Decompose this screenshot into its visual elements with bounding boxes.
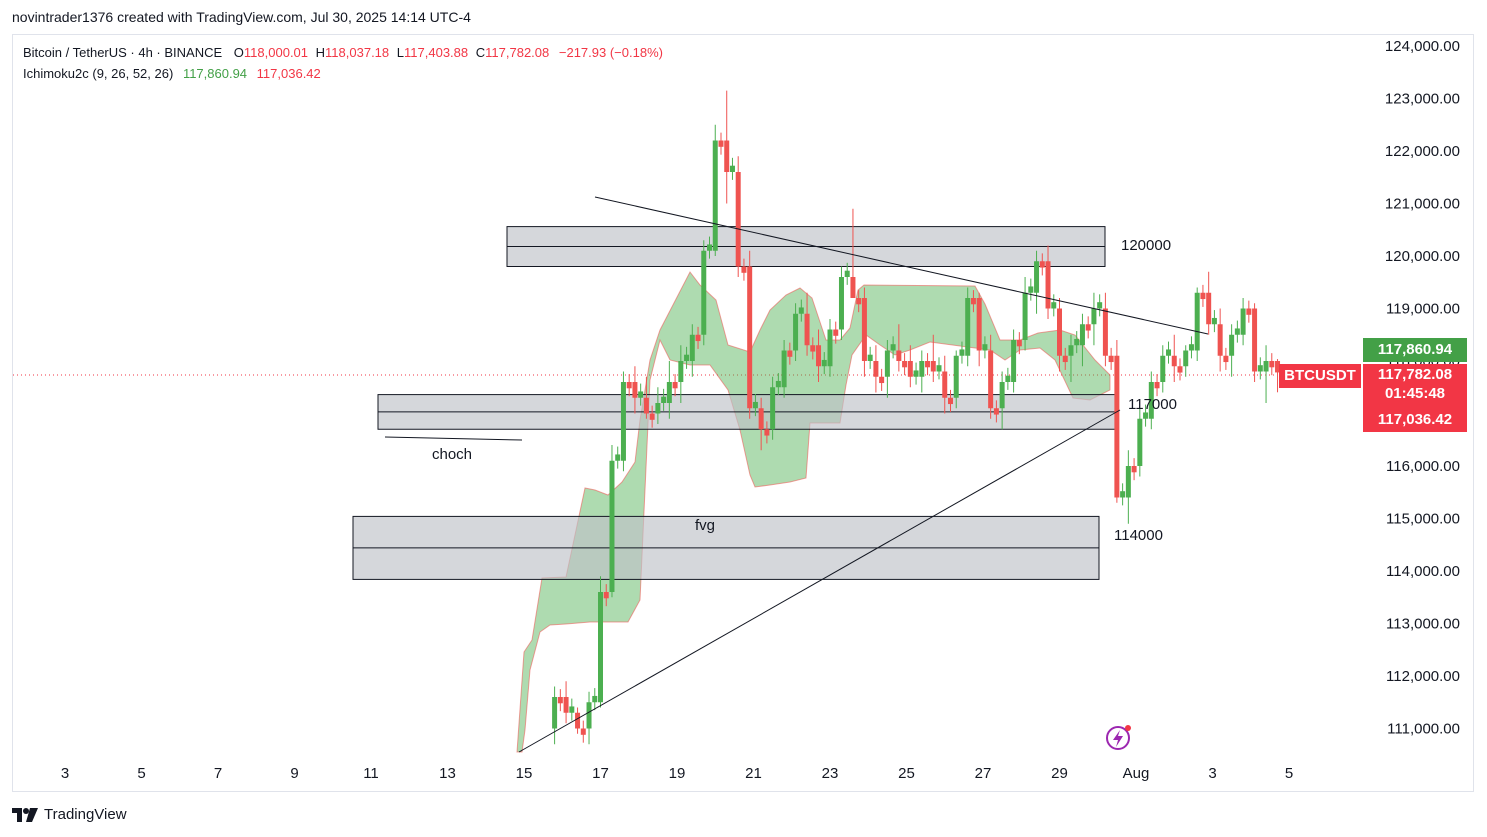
low-label: L [396,45,405,60]
tradingview-logo-icon [12,807,38,822]
open-label: O [233,45,244,60]
last-price: 117,782.08 [1377,366,1453,383]
candle-countdown: 01:45:48 [1384,385,1446,402]
high-label: H [315,45,326,60]
change-value: −217.93 (−0.18%) [558,45,663,60]
symbol-legend[interactable]: Bitcoin / TetherUS · 4h · BINANCE O118,0… [23,45,663,60]
open-value: 118,000.01 [243,45,309,60]
high-value: 118,037.18 [325,45,390,60]
ichimoku-b-tag: 117,036.42 [1363,408,1467,432]
indicator-value-b: 117,036.42 [256,66,321,81]
indicator-legend[interactable]: Ichimoku2c (9, 26, 52, 26) 117,860.94 11… [23,66,321,81]
indicator-name[interactable]: Ichimoku2c (9, 26, 52, 26) [23,66,174,81]
chart-credit: novintrader1376 created with TradingView… [12,9,471,25]
ichimoku-a-tag: 117,860.94 [1363,338,1467,362]
close-label: C [475,45,486,60]
low-value: 117,403.88 [404,45,469,60]
close-value: 117,782.08 [485,45,550,60]
indicator-value-a: 117,860.94 [182,66,248,81]
chart-frame [12,34,1474,792]
ticker-tag: BTCUSDT [1279,364,1361,388]
symbol-name[interactable]: Bitcoin / TetherUS · 4h · BINANCE [23,45,223,60]
tradingview-logo[interactable]: TradingView [12,806,127,823]
brand-name: TradingView [44,806,127,823]
last-price-tag: 117,782.08 01:45:48 [1363,364,1467,408]
